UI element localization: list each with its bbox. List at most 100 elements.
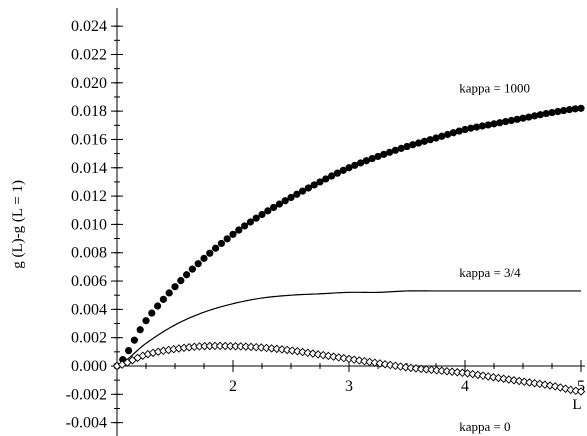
series-annotation: kappa = 3/4 <box>459 265 521 280</box>
data-point <box>334 353 343 362</box>
data-point <box>463 369 472 378</box>
data-point <box>525 378 534 387</box>
data-point <box>183 271 191 279</box>
data-point <box>282 345 292 355</box>
data-point <box>444 130 452 139</box>
data-point <box>432 366 441 375</box>
series-0 <box>113 104 585 370</box>
x-axis: 2 3 4 5 <box>117 360 585 395</box>
data-point <box>499 374 508 383</box>
data-point <box>386 148 394 156</box>
y-tick-label: -0.002 <box>66 386 107 403</box>
data-point <box>453 367 462 377</box>
data-point <box>504 375 514 384</box>
data-point <box>246 218 254 226</box>
data-point <box>449 129 457 137</box>
data-point <box>362 157 370 165</box>
data-point <box>171 283 179 291</box>
data-point <box>303 348 312 358</box>
data-point <box>455 127 463 135</box>
data-point <box>200 254 208 262</box>
data-point <box>375 359 385 368</box>
data-point <box>422 365 431 374</box>
data-point <box>188 265 196 273</box>
data-point <box>288 346 297 355</box>
data-point <box>374 152 382 161</box>
data-point <box>316 178 324 186</box>
data-point <box>339 353 349 363</box>
x-tick-label: 5 <box>577 378 585 395</box>
y-tick-label: 0.008 <box>71 245 107 262</box>
data-point <box>270 203 278 212</box>
data-point <box>509 376 519 385</box>
y-tick-label: 0.004 <box>71 301 107 318</box>
y-tick-label: 0.002 <box>71 330 107 347</box>
data-point <box>365 357 374 367</box>
data-point <box>397 144 405 152</box>
data-point <box>571 386 581 396</box>
data-point <box>560 106 568 115</box>
data-point <box>514 376 524 386</box>
data-point <box>360 356 369 366</box>
data-point <box>420 137 428 145</box>
data-point <box>554 107 562 116</box>
data-point <box>333 169 341 177</box>
data-point <box>540 380 550 389</box>
data-point <box>329 352 338 361</box>
data-point <box>212 244 220 252</box>
data-point <box>571 105 579 113</box>
data-point <box>576 387 586 396</box>
data-point <box>345 164 353 172</box>
data-point <box>154 302 162 310</box>
data-point <box>275 200 283 208</box>
data-point <box>401 363 410 372</box>
data-point <box>566 385 575 395</box>
data-point <box>403 142 411 151</box>
y-tick-label: 0.024 <box>71 18 107 35</box>
y-tick-label: 0.022 <box>71 46 107 63</box>
data-point <box>304 184 312 192</box>
data-point <box>426 136 434 144</box>
data-point <box>159 295 167 303</box>
data-point <box>520 377 529 386</box>
data-point <box>339 166 347 174</box>
data-point <box>548 108 556 117</box>
data-point <box>415 139 423 147</box>
data-point <box>277 345 287 354</box>
y-axis-label: g (L)-g (L = 1) <box>10 180 26 269</box>
data-point <box>473 370 483 380</box>
data-point <box>287 193 295 202</box>
data-point <box>298 347 307 357</box>
data-point <box>251 342 261 352</box>
data-point <box>577 104 585 112</box>
data-point <box>241 222 249 230</box>
x-axis-label: L <box>572 397 581 413</box>
data-point <box>536 111 545 119</box>
data-point <box>313 350 323 359</box>
x-tick-label: 4 <box>461 378 469 395</box>
data-point <box>318 350 328 360</box>
data-point <box>438 132 446 140</box>
data-point <box>165 289 173 297</box>
data-point <box>272 344 282 354</box>
data-point <box>447 367 457 376</box>
data-point <box>530 378 539 388</box>
data-point <box>355 356 364 365</box>
data-point <box>148 309 156 317</box>
data-point <box>478 122 486 130</box>
y-tick-label: 0.020 <box>71 75 107 92</box>
data-point <box>461 125 469 134</box>
data-point <box>483 372 493 381</box>
data-point <box>223 235 231 243</box>
data-point <box>264 207 272 215</box>
data-point <box>391 361 400 371</box>
data-point <box>344 354 354 364</box>
data-point <box>246 342 256 352</box>
data-point <box>391 146 399 154</box>
data-point <box>130 336 138 344</box>
data-point <box>328 172 336 180</box>
data-point <box>380 360 390 369</box>
data-point <box>525 113 533 121</box>
data-point <box>535 379 544 389</box>
data-point <box>258 210 266 219</box>
